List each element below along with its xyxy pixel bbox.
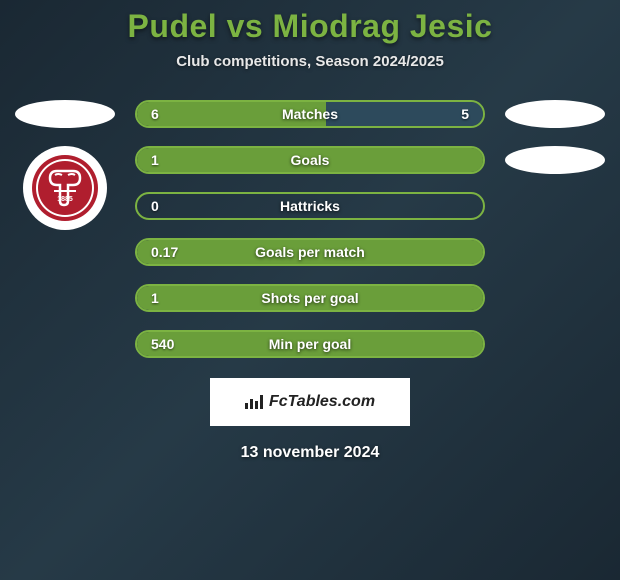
content-row: 1885 6 5 Matches 1 Goals 0 Hattricks 0.17 Goals … xyxy=(0,100,620,358)
stat-value-right: 5 xyxy=(461,106,469,122)
stat-label: Hattricks xyxy=(280,198,340,214)
stat-bar: 540 Min per goal xyxy=(135,330,485,358)
stat-bar: 0 Hattricks xyxy=(135,192,485,220)
bars-icon xyxy=(245,395,263,409)
stats-column: 6 5 Matches 1 Goals 0 Hattricks 0.17 Goals per m… xyxy=(135,100,485,358)
player-right-column xyxy=(505,100,605,174)
player-left-club-logo: 1885 xyxy=(23,146,107,230)
stat-bar: 1 Goals xyxy=(135,146,485,174)
stat-bar: 1 Shots per goal xyxy=(135,284,485,312)
date-text: 13 november 2024 xyxy=(241,444,380,462)
footer-brand-text: FcTables.com xyxy=(269,393,375,411)
stat-value-left: 1 xyxy=(151,152,159,168)
player-left-column: 1885 xyxy=(15,100,115,230)
page-title: Pudel vs Miodrag Jesic xyxy=(128,8,493,45)
stat-value-left: 0 xyxy=(151,198,159,214)
svg-text:1885: 1885 xyxy=(57,196,73,203)
comparison-infographic: Pudel vs Miodrag Jesic Club competitions… xyxy=(0,0,620,580)
stat-label: Goals per match xyxy=(255,244,365,260)
stat-bar: 6 5 Matches xyxy=(135,100,485,128)
subtitle: Club competitions, Season 2024/2025 xyxy=(176,53,444,70)
stat-label: Matches xyxy=(282,106,338,122)
stat-fill-right xyxy=(326,102,483,126)
stat-label: Goals xyxy=(291,152,330,168)
stat-value-left: 1 xyxy=(151,290,159,306)
stat-value-left: 6 xyxy=(151,106,159,122)
stat-value-left: 540 xyxy=(151,336,174,352)
player-left-silhouette xyxy=(15,100,115,128)
player-right-silhouette xyxy=(505,100,605,128)
player-right-club-placeholder xyxy=(505,146,605,174)
stat-label: Min per goal xyxy=(269,336,351,352)
stat-label: Shots per goal xyxy=(261,290,358,306)
stat-value-left: 0.17 xyxy=(151,244,178,260)
aab-logo-icon: 1885 xyxy=(30,153,100,223)
footer-brand-box: FcTables.com xyxy=(210,378,410,426)
footer-brand-logo: FcTables.com xyxy=(245,393,375,411)
stat-bar: 0.17 Goals per match xyxy=(135,238,485,266)
